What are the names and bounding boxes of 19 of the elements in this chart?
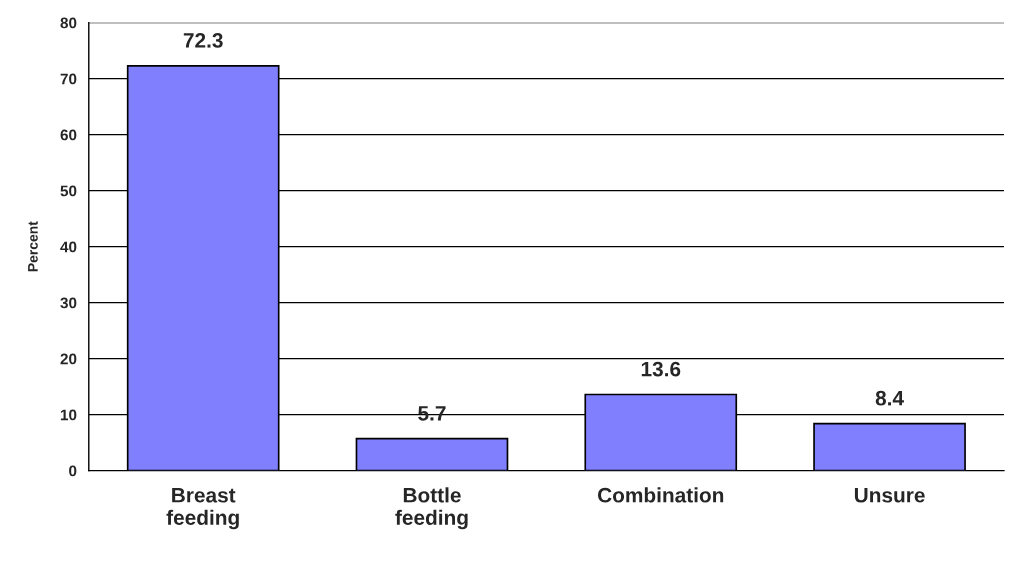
data-label: 72.3 xyxy=(183,33,223,48)
y-tick-label: 30 xyxy=(60,297,77,309)
y-tick-label: 20 xyxy=(60,353,77,365)
y-tick-label: 10 xyxy=(60,409,77,421)
data-label: 13.6 xyxy=(641,361,681,377)
x-tick-label: Unsure xyxy=(854,488,925,503)
y-tick-label: 40 xyxy=(60,241,77,253)
x-tick-label: Combination xyxy=(597,487,724,503)
y-tick-label: 50 xyxy=(60,185,77,197)
y-tick-label: 0 xyxy=(69,465,77,477)
x-tick-label: Breast feeding xyxy=(166,488,239,530)
x-tick-label: Bottle feeding xyxy=(395,487,468,530)
data-label: 8.4 xyxy=(875,390,904,406)
y-tick-label: 60 xyxy=(60,129,77,141)
y-tick-label: 70 xyxy=(60,73,77,85)
bar xyxy=(355,437,509,471)
y-axis-title: Percent xyxy=(28,221,38,272)
y-tick-label: 80 xyxy=(60,17,77,29)
bar xyxy=(813,422,966,471)
